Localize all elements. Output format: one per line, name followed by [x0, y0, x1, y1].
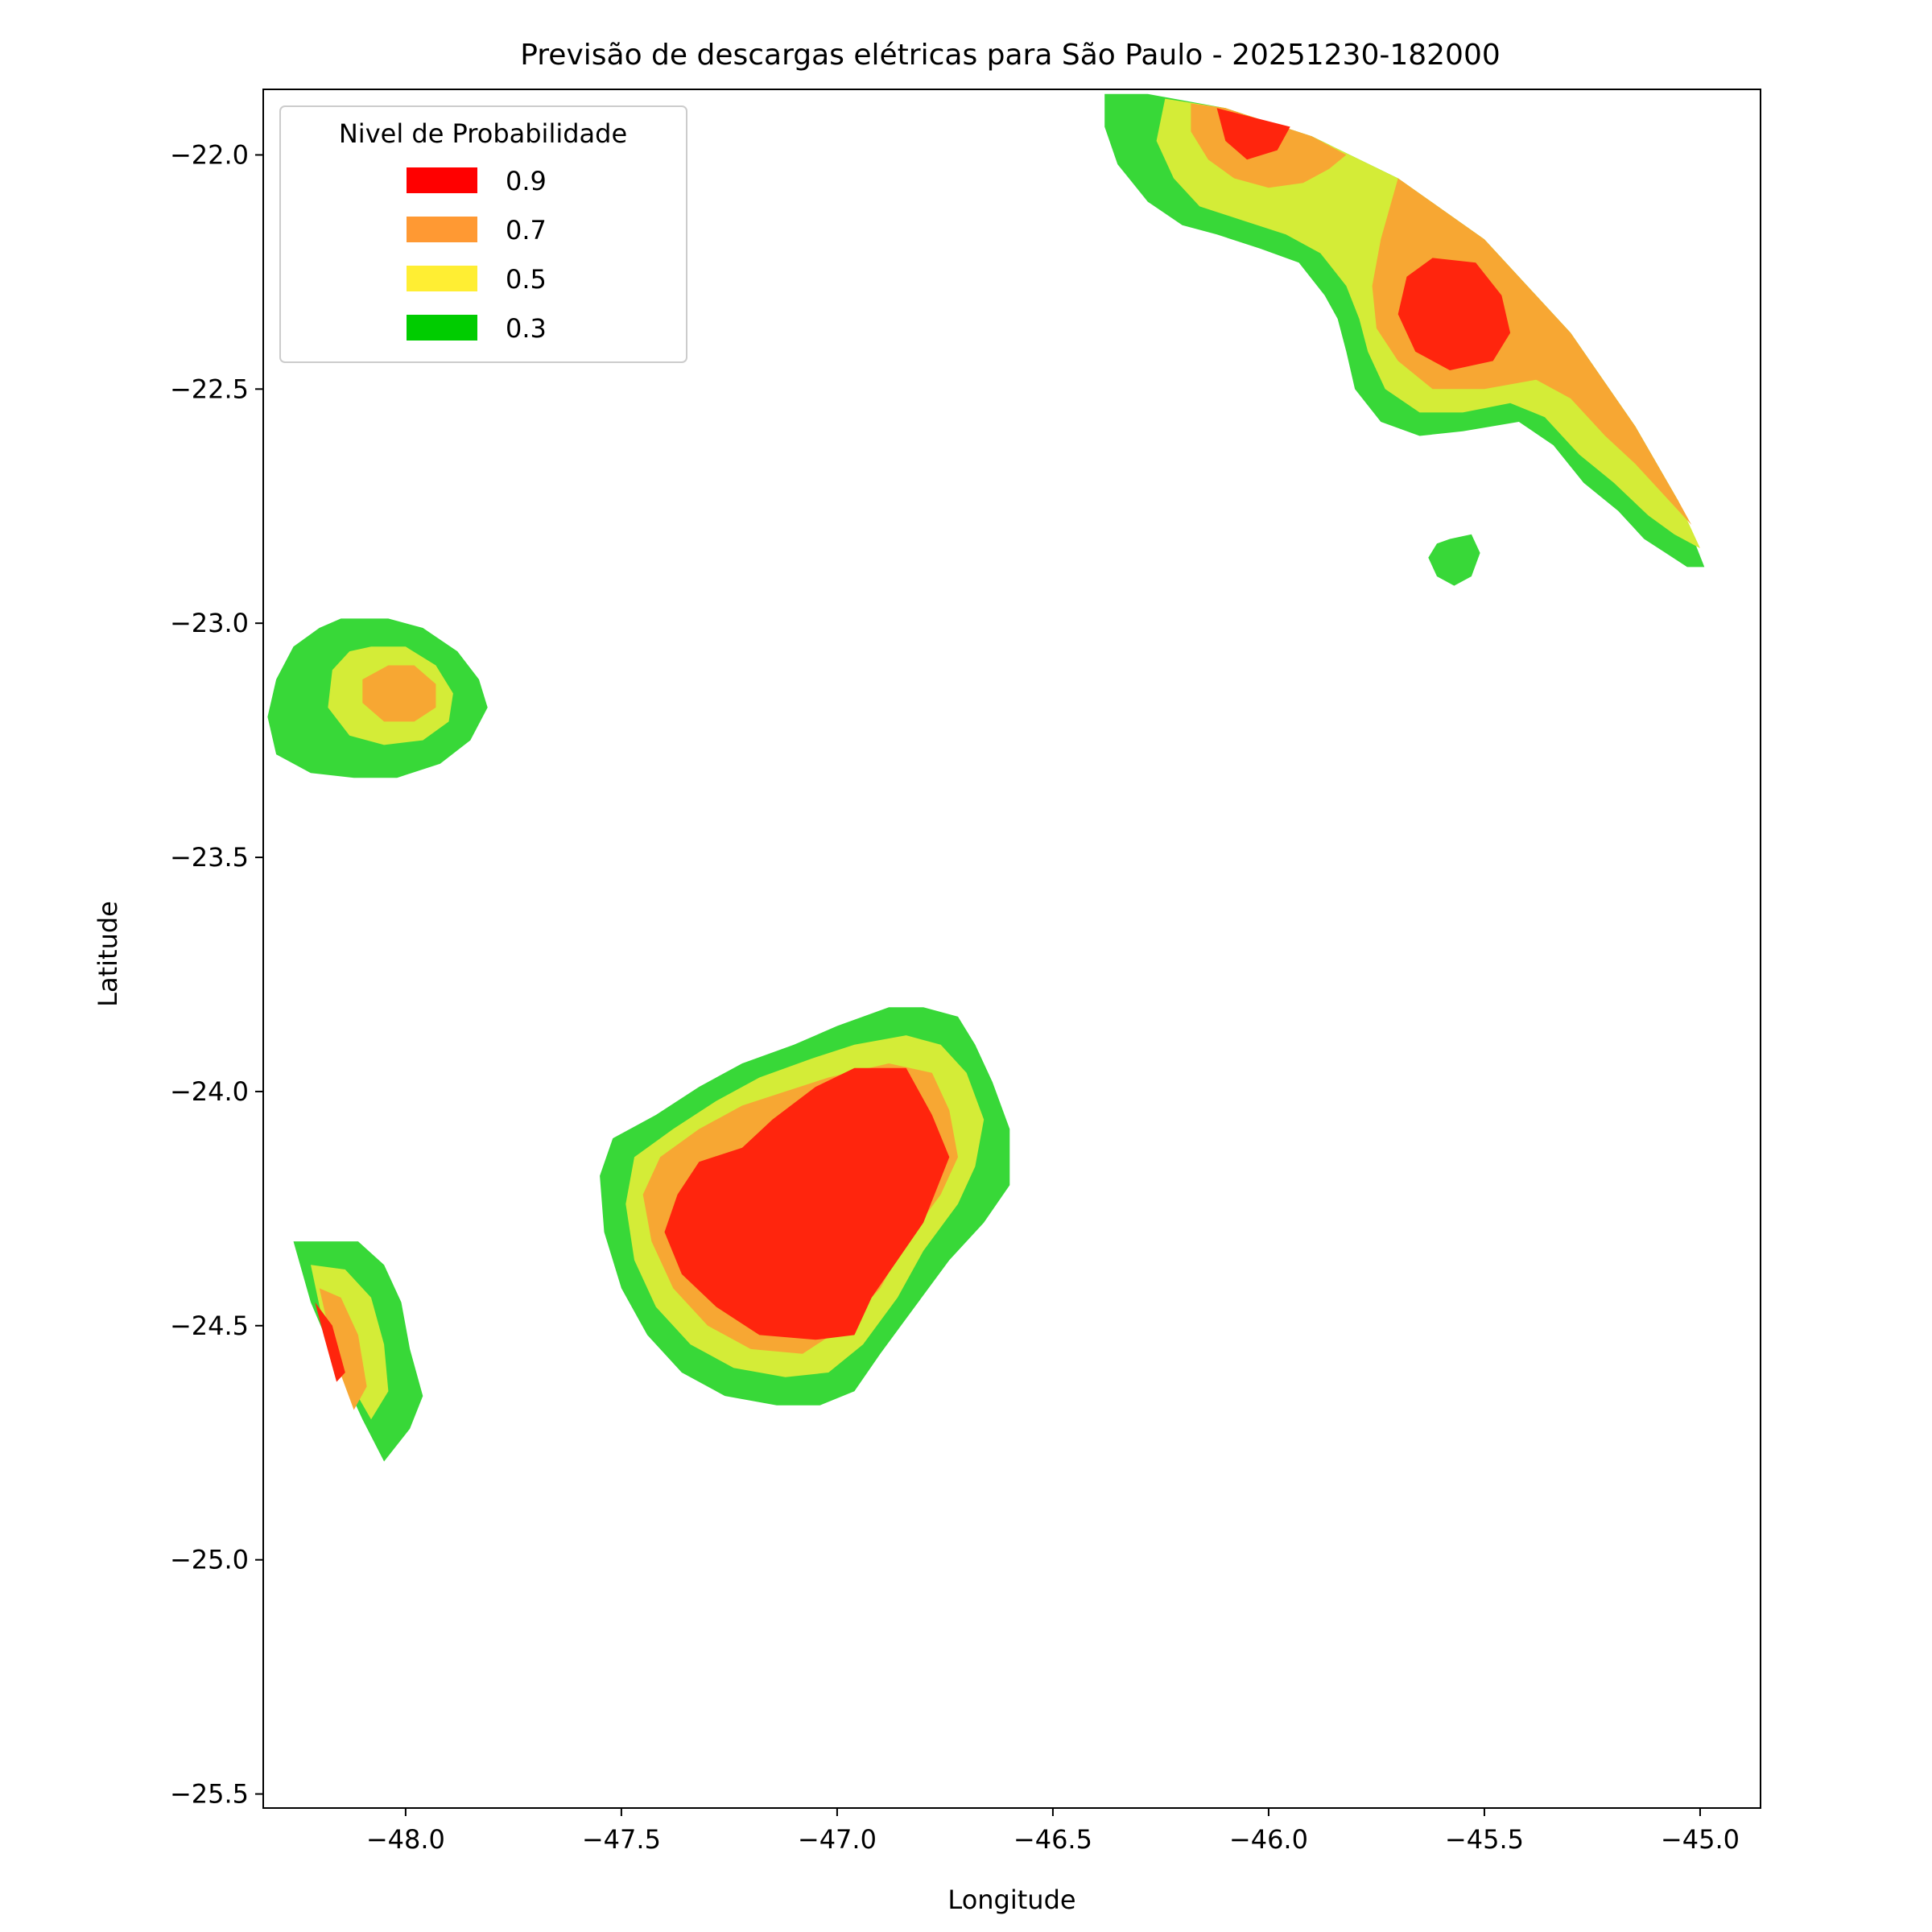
x-tick-label: −47.0: [798, 1824, 877, 1855]
plot-frame: [262, 89, 1761, 1809]
legend-swatch: [407, 266, 477, 291]
region-ne: [1104, 93, 1705, 586]
x-tick-label: −45.5: [1445, 1824, 1524, 1855]
contour-level-0-7: [362, 665, 436, 722]
legend-label: 0.7: [506, 215, 547, 246]
contour-level-0-7: [319, 1288, 367, 1410]
legend-label: 0.9: [506, 166, 547, 196]
y-tick-label: −24.5: [170, 1311, 249, 1341]
contour-level-0-3: [1428, 534, 1480, 586]
x-tick-label: −45.0: [1661, 1824, 1740, 1855]
chart-title: Previsão de descargas elétricas para São…: [520, 39, 1501, 72]
legend-frame: [279, 105, 687, 363]
x-tick-label: −47.5: [582, 1824, 661, 1855]
region-central: [600, 1007, 1010, 1406]
y-tick-label: −23.0: [170, 608, 249, 638]
legend-label: 0.5: [506, 264, 547, 295]
y-tick-label: −22.0: [170, 139, 249, 170]
contour-level-0-9: [1216, 108, 1290, 160]
y-axis-label: Latitude: [93, 901, 123, 1007]
legend-entries: 0.9 0.7 0.5 0.3: [407, 166, 547, 344]
legend-title: Nivel de Probabilidade: [339, 118, 627, 149]
y-axis: −22.0 −22.5 −23.0 −23.5 −24.0 −24.5 −25.0 −25.5: [170, 139, 263, 1810]
region-w: [267, 618, 488, 778]
legend-swatch: [407, 167, 477, 193]
y-tick-label: −22.5: [170, 374, 249, 404]
x-tick-label: −46.0: [1229, 1824, 1308, 1855]
x-axis-label: Longitude: [947, 1885, 1075, 1915]
contour-level-0-9: [664, 1067, 950, 1340]
legend-swatch: [407, 217, 477, 242]
x-tick-label: −48.0: [366, 1824, 445, 1855]
x-axis: −48.0 −47.5 −47.0 −46.5 −46.0 −45.5 −45.0: [366, 1808, 1740, 1855]
x-tick-label: −46.5: [1013, 1824, 1092, 1855]
y-tick-label: −24.0: [170, 1076, 249, 1107]
y-tick-label: −23.5: [170, 842, 249, 873]
contour-level-0-9: [1397, 258, 1511, 370]
legend: Nivel de Probabilidade 0.9 0.7 0.5 0.3: [279, 105, 687, 363]
region-sw: [293, 1241, 423, 1462]
y-tick-label: −25.5: [170, 1779, 249, 1810]
legend-swatch: [407, 315, 477, 341]
y-tick-label: −25.0: [170, 1545, 249, 1575]
contour-regions: [267, 93, 1705, 1462]
contour-level-0-9: [315, 1302, 345, 1382]
legend-label: 0.3: [506, 313, 547, 344]
